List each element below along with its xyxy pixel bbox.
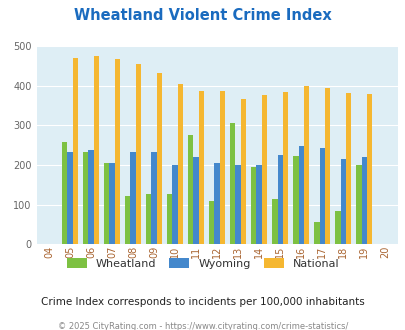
- Bar: [151, 152, 156, 244]
- Bar: [298, 146, 303, 244]
- Bar: [235, 165, 240, 244]
- Bar: [125, 196, 130, 244]
- Bar: [366, 94, 371, 244]
- Bar: [292, 156, 298, 244]
- Bar: [104, 163, 109, 244]
- Bar: [146, 194, 151, 244]
- Bar: [220, 91, 225, 244]
- Bar: [83, 152, 88, 244]
- Bar: [230, 123, 235, 244]
- Text: Wheatland Violent Crime Index: Wheatland Violent Crime Index: [74, 8, 331, 23]
- Bar: [198, 91, 204, 244]
- Bar: [67, 152, 73, 244]
- Bar: [73, 58, 78, 244]
- Bar: [303, 86, 309, 244]
- Bar: [130, 151, 136, 244]
- Bar: [324, 88, 330, 244]
- Text: Crime Index corresponds to incidents per 100,000 inhabitants: Crime Index corresponds to incidents per…: [41, 297, 364, 307]
- Bar: [109, 163, 115, 244]
- Bar: [177, 84, 183, 244]
- Bar: [88, 150, 94, 244]
- Bar: [250, 167, 256, 244]
- Bar: [209, 201, 214, 244]
- Bar: [214, 163, 220, 244]
- Bar: [193, 157, 198, 244]
- Bar: [172, 165, 177, 244]
- Bar: [188, 135, 193, 244]
- Bar: [156, 73, 162, 244]
- Bar: [256, 165, 261, 244]
- Bar: [240, 99, 246, 244]
- Bar: [345, 93, 351, 244]
- Bar: [355, 165, 360, 244]
- Bar: [334, 211, 340, 244]
- Bar: [62, 142, 67, 244]
- Bar: [319, 148, 324, 244]
- Bar: [340, 159, 345, 244]
- Bar: [261, 94, 267, 244]
- Bar: [313, 222, 319, 244]
- Bar: [136, 64, 141, 244]
- Bar: [271, 199, 277, 244]
- Bar: [166, 193, 172, 244]
- Bar: [360, 157, 366, 244]
- Bar: [115, 59, 120, 244]
- Text: © 2025 CityRating.com - https://www.cityrating.com/crime-statistics/: © 2025 CityRating.com - https://www.city…: [58, 322, 347, 330]
- Legend: Wheatland, Wyoming, National: Wheatland, Wyoming, National: [62, 254, 343, 273]
- Bar: [94, 56, 99, 244]
- Bar: [282, 92, 288, 244]
- Bar: [277, 155, 282, 244]
